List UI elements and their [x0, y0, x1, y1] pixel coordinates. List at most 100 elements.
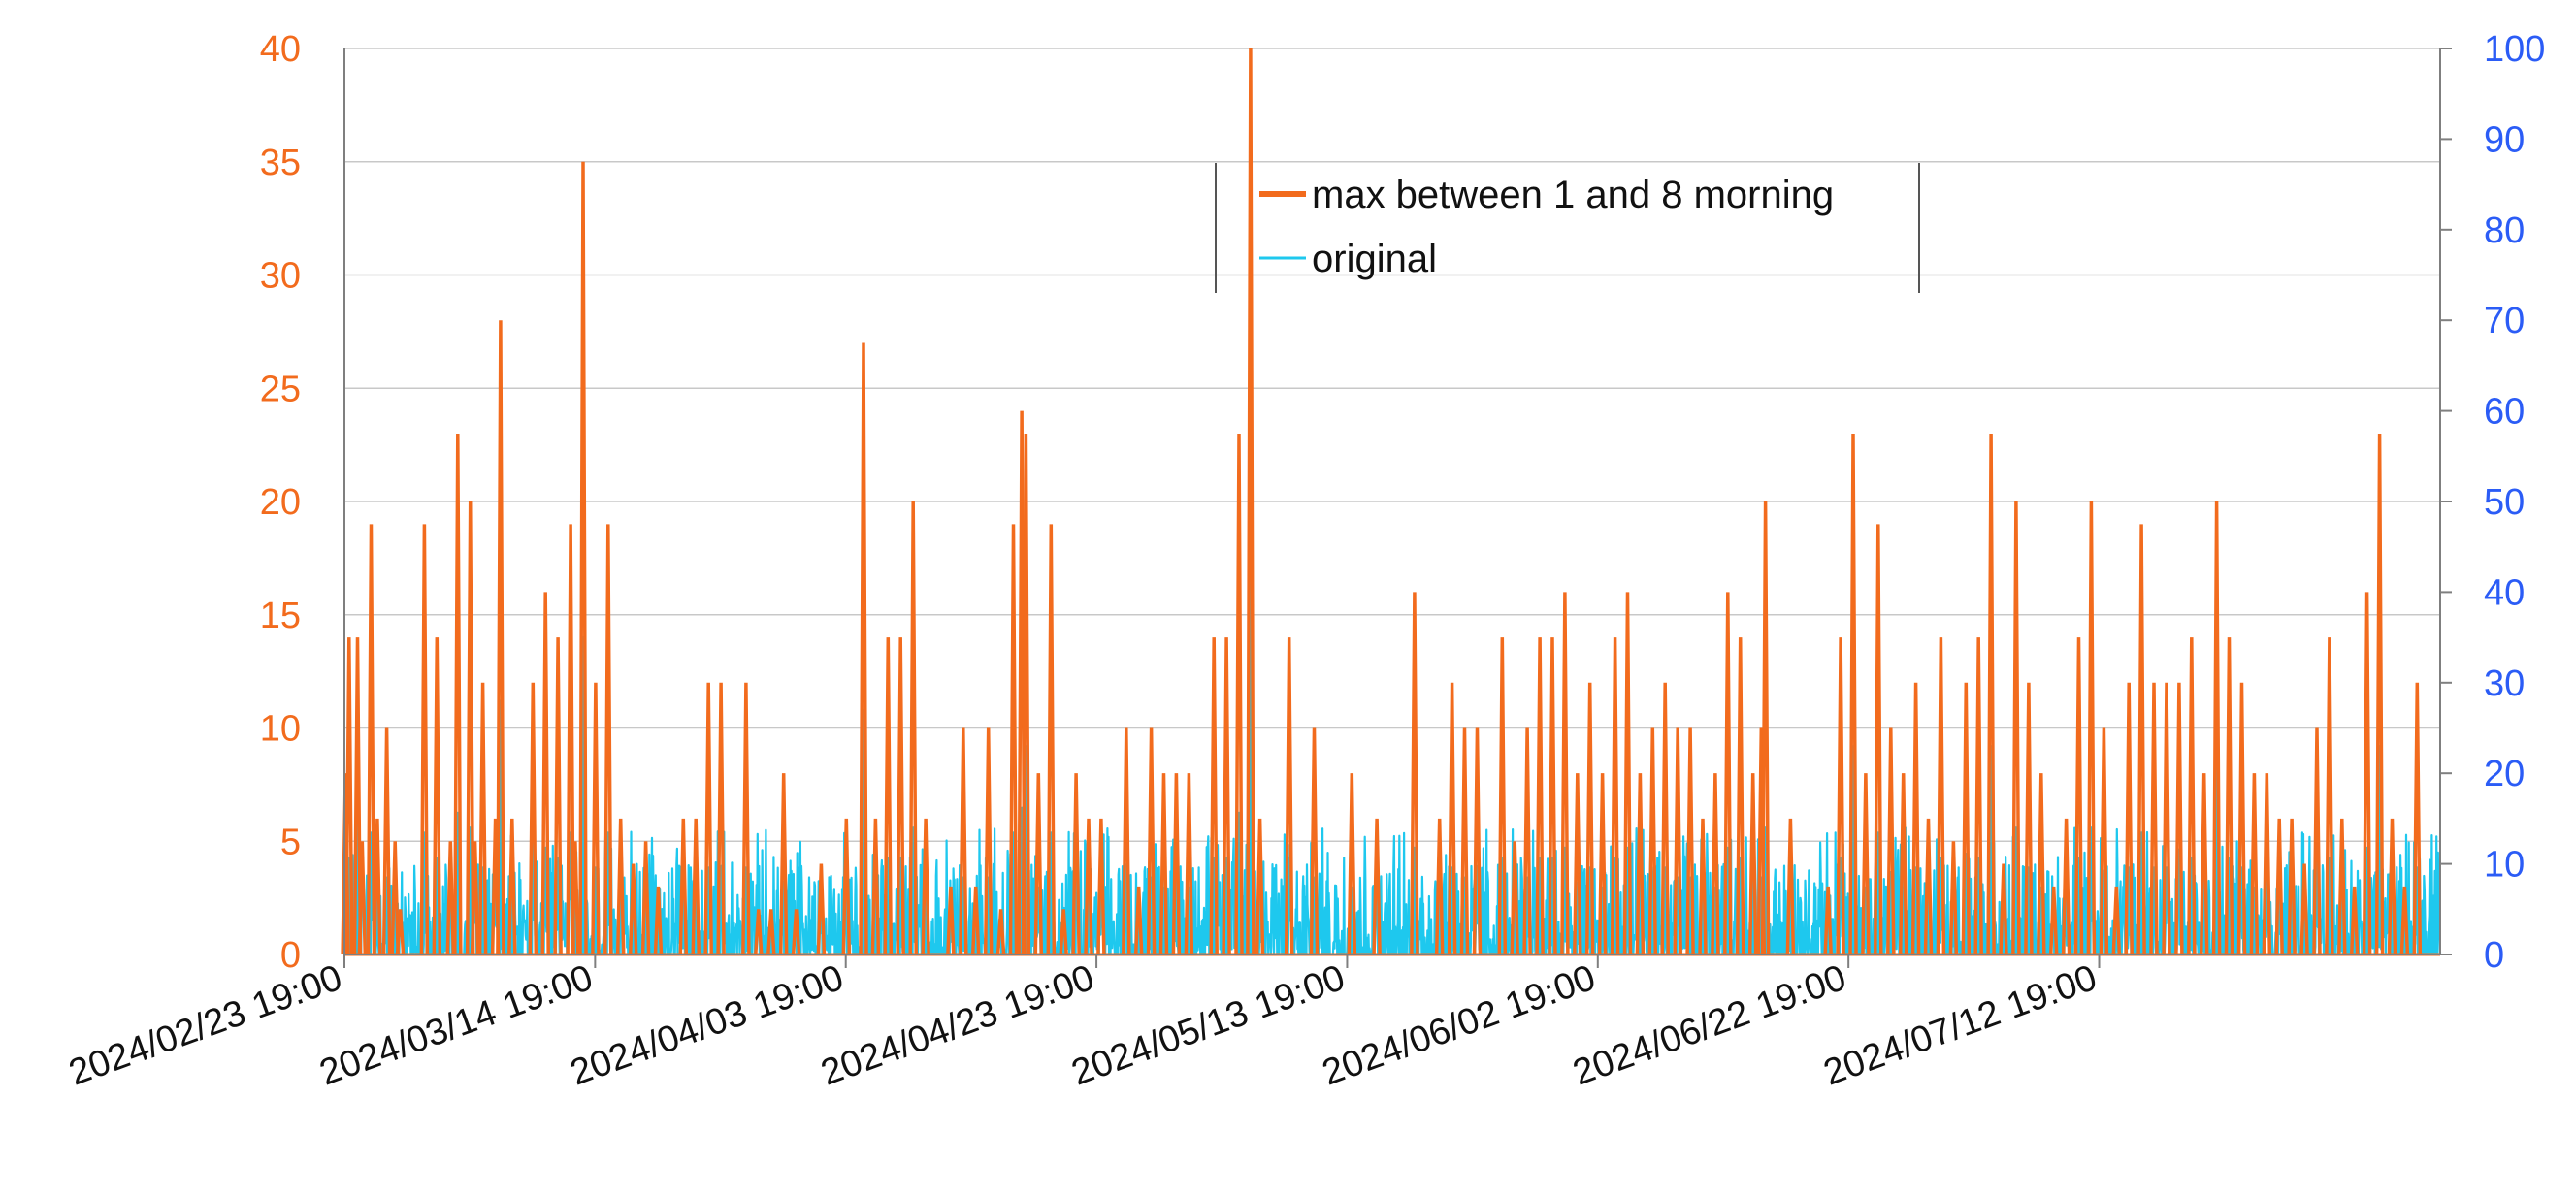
- spike-max: [1071, 773, 1081, 955]
- spike-max: [2412, 682, 2423, 955]
- spike-max: [1823, 886, 1833, 955]
- spike-max: [2312, 727, 2322, 955]
- spike-max: [2287, 818, 2297, 955]
- spike-max: [1610, 637, 1620, 955]
- spike-max: [1874, 524, 1883, 955]
- legend: max between 1 and 8 morning original: [1215, 163, 1920, 293]
- spike-max: [1685, 727, 1695, 955]
- spike-max: [741, 682, 751, 955]
- spike-max: [373, 818, 382, 955]
- spike-max: [1861, 773, 1871, 955]
- spike-max: [2061, 818, 2071, 955]
- spike-max: [859, 342, 868, 955]
- spike-max: [2037, 773, 2046, 955]
- right-tick-label-80: 80: [2484, 210, 2525, 251]
- spike-max: [1723, 592, 1733, 955]
- spike-max: [528, 682, 538, 955]
- spike-max: [445, 841, 456, 955]
- spike-max: [615, 818, 626, 955]
- spike-max: [716, 682, 726, 955]
- spike-max: [1711, 773, 1720, 955]
- spike-max: [1497, 637, 1508, 955]
- spike-max: [1647, 727, 1658, 955]
- spike-max: [1522, 727, 1532, 955]
- spike-max: [2337, 818, 2347, 955]
- spike-max: [2111, 886, 2122, 955]
- series-max-between-1-and-8-morning: [341, 48, 2440, 956]
- spike-max: [1760, 501, 1771, 955]
- spike-max: [1309, 727, 1320, 955]
- spike-max: [1698, 818, 1708, 955]
- left-tick-label-30: 30: [260, 256, 301, 297]
- spike-max: [896, 637, 905, 955]
- spike-max: [1986, 433, 1996, 955]
- legend-label-original: original: [1312, 238, 1437, 280]
- spike-max: [1459, 727, 1470, 955]
- spike-max: [1096, 818, 1106, 955]
- spike-max: [465, 501, 475, 955]
- spike-max: [352, 637, 363, 955]
- spike-max: [381, 727, 392, 955]
- spike-max: [1923, 818, 1934, 955]
- spike-max: [841, 818, 852, 955]
- spike-max: [1560, 592, 1570, 955]
- spike-max: [628, 863, 638, 955]
- spike-max: [1209, 637, 1219, 955]
- spike-max: [1410, 592, 1419, 955]
- spike-max: [959, 727, 968, 955]
- spike-max: [1573, 773, 1582, 955]
- left-tick-label-5: 5: [280, 822, 301, 862]
- spike-max: [390, 841, 400, 955]
- spike-max: [1936, 637, 1946, 955]
- spike-max: [1910, 682, 1921, 955]
- spike-max: [2374, 433, 2385, 955]
- spike-max: [1848, 433, 1858, 955]
- spike-max: [640, 841, 651, 955]
- spike-max: [778, 773, 789, 955]
- left-tick-label-20: 20: [260, 482, 301, 523]
- x-tick-label: 2024/05/13 19:00: [1066, 957, 1350, 1094]
- spike-max: [1158, 773, 1169, 955]
- right-tick-label-20: 20: [2484, 754, 2525, 794]
- left-tick-label-15: 15: [260, 596, 301, 636]
- spike-max: [791, 909, 801, 955]
- spike-max: [1886, 727, 1896, 955]
- spike-max: [653, 886, 664, 955]
- spike-max: [1059, 909, 1068, 955]
- spike-max: [1635, 773, 1646, 955]
- spike-max: [983, 727, 994, 955]
- spike-max: [470, 841, 480, 955]
- x-tick-label: 2024/04/03 19:00: [565, 957, 848, 1094]
- spike-max: [1434, 818, 1445, 955]
- spike-max: [2387, 818, 2397, 955]
- spike-max: [507, 818, 517, 955]
- left-tick-label-40: 40: [260, 29, 301, 70]
- spike-max: [1222, 637, 1231, 955]
- spike-max: [357, 841, 368, 955]
- spike-max: [2048, 886, 2059, 955]
- spike-max: [2236, 682, 2247, 955]
- spike-max: [970, 886, 981, 955]
- spike-max: [2325, 637, 2334, 955]
- spike-max: [1548, 637, 1557, 955]
- right-tick-label-0: 0: [2484, 935, 2504, 976]
- spike-max: [2086, 501, 2097, 955]
- spike-max: [477, 682, 488, 955]
- right-tick-label-60: 60: [2484, 392, 2525, 433]
- spike-max: [703, 682, 713, 955]
- spike-max: [766, 909, 776, 955]
- right-axis-ticks: 0 10 20 30 40 50 60 70 80 90 100: [2440, 29, 2545, 976]
- spike-max: [1948, 841, 1959, 955]
- spike-max: [883, 637, 894, 955]
- spike-max: [2073, 637, 2084, 955]
- right-tick-label-30: 30: [2484, 663, 2525, 704]
- spike-max: [2187, 637, 2197, 955]
- spike-max: [578, 161, 588, 955]
- spike-max: [1673, 727, 1682, 955]
- spike-max: [2224, 637, 2234, 955]
- spike-max: [540, 592, 550, 955]
- spike-max: [366, 524, 376, 955]
- spike-max: [553, 637, 563, 955]
- x-tick-label: 2024/03/14 19:00: [314, 957, 598, 1094]
- spike-max: [2099, 727, 2109, 955]
